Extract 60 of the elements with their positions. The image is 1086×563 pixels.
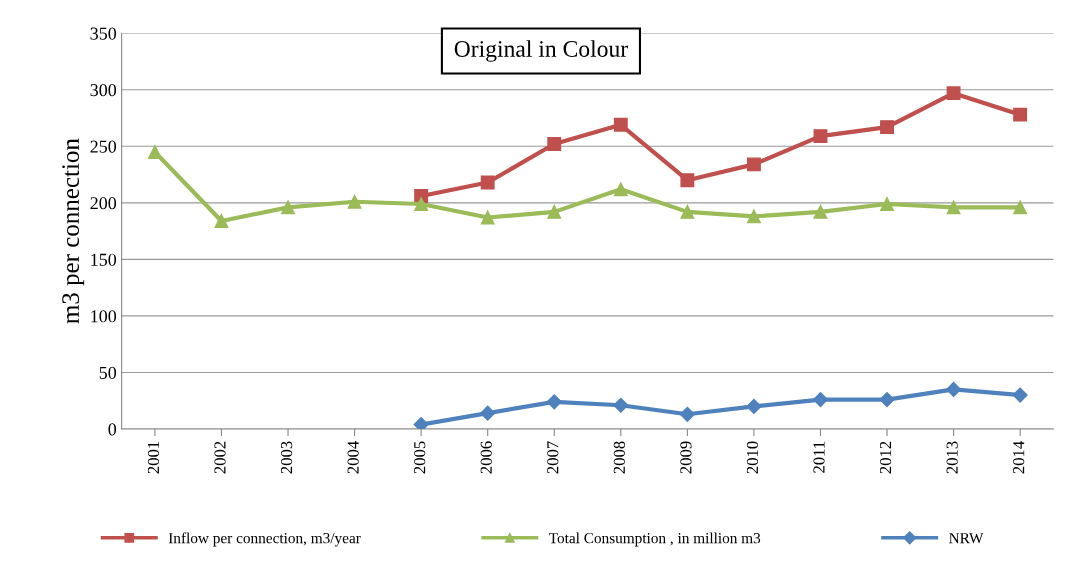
- point: [547, 204, 562, 219]
- point: [879, 392, 895, 408]
- x-tick-label: 2004: [347, 441, 359, 474]
- x-tick-label: 2003: [280, 441, 293, 474]
- point: [1012, 387, 1028, 403]
- x-tick-label: 2008: [613, 441, 625, 474]
- x-tick-label: 2006: [480, 441, 492, 474]
- y-tick-label: 150: [91, 253, 117, 266]
- point: [680, 173, 695, 188]
- point: [812, 392, 829, 408]
- x-tick-label: 2010: [746, 441, 759, 474]
- y-tick-label: 0: [108, 423, 117, 436]
- y-tick-label: 100: [91, 310, 117, 323]
- point: [214, 213, 229, 228]
- point: [946, 200, 961, 215]
- y-tick-label: 350: [90, 27, 117, 40]
- point: [281, 200, 295, 215]
- point: [746, 157, 761, 172]
- x-tick-label: 2013: [946, 441, 958, 474]
- point: [546, 394, 562, 410]
- point: [414, 197, 429, 211]
- point: [880, 197, 894, 211]
- point: [347, 194, 362, 209]
- point: [746, 398, 762, 414]
- point: [613, 397, 629, 413]
- point: [613, 117, 628, 132]
- point: [413, 416, 429, 430]
- point: [813, 204, 828, 219]
- annotation: Original in Colour: [454, 40, 628, 62]
- x-tick-label: 2011: [813, 441, 825, 473]
- point: [746, 209, 761, 224]
- point: [547, 137, 562, 151]
- x-tick-label: 2007: [547, 441, 559, 474]
- point: [147, 145, 162, 159]
- point: [680, 204, 695, 219]
- point: [480, 175, 495, 190]
- x-tick-label: 2014: [1013, 441, 1025, 474]
- point: [946, 86, 961, 101]
- point: [880, 120, 894, 135]
- legend-label: Inflow per connection, m3/year: [168, 532, 361, 547]
- x-tick-label: 2012: [879, 441, 892, 474]
- legend-label: NRW: [949, 533, 984, 544]
- point: [1013, 200, 1028, 215]
- x-tick-label: 2001: [147, 441, 160, 474]
- point: [480, 405, 496, 421]
- point: [480, 210, 495, 225]
- y-tick-label: 250: [90, 140, 117, 153]
- point: [946, 381, 962, 397]
- y-tick-label: 200: [90, 197, 117, 210]
- x-tick-label: 2002: [214, 441, 226, 474]
- x-tick-label: 2009: [680, 441, 692, 474]
- y-axis-title: m3 per connection: [62, 138, 85, 324]
- point: [813, 129, 828, 144]
- point: [1013, 107, 1028, 122]
- y-tick-label: 50: [99, 366, 117, 379]
- y-tick-label: 300: [90, 84, 117, 97]
- legend-label: Total Consumption , in million m3: [549, 532, 761, 547]
- point: [679, 406, 695, 422]
- point: [613, 182, 628, 197]
- x-tick-label: 2005: [414, 441, 426, 474]
